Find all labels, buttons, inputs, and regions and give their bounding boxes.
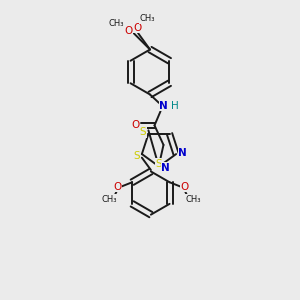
Text: O: O: [134, 22, 142, 33]
Text: CH₃: CH₃: [139, 14, 155, 23]
Text: CH₃: CH₃: [185, 195, 201, 204]
Text: O: O: [181, 182, 189, 192]
Text: N: N: [178, 148, 187, 158]
Text: S: S: [156, 158, 162, 169]
Text: N: N: [159, 101, 168, 111]
Text: S: S: [133, 151, 140, 160]
Text: O: O: [113, 182, 121, 192]
Text: H: H: [171, 101, 179, 111]
Text: N: N: [161, 163, 170, 173]
Text: CH₃: CH₃: [101, 195, 116, 204]
Text: CH₃: CH₃: [108, 20, 124, 28]
Text: O: O: [124, 26, 132, 37]
Text: O: O: [131, 120, 140, 130]
Text: S: S: [140, 128, 146, 137]
